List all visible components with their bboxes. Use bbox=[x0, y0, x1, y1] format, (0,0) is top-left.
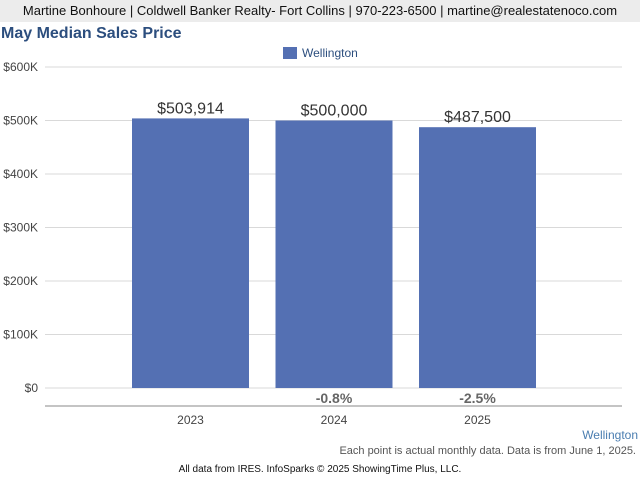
bar-value-label: $503,914 bbox=[157, 100, 224, 117]
footnote: Each point is actual monthly data. Data … bbox=[339, 445, 636, 457]
change-label: -2.5% bbox=[459, 390, 496, 406]
legend-swatch bbox=[283, 47, 297, 59]
contact-header: Martine Bonhoure | Coldwell Banker Realt… bbox=[0, 0, 640, 22]
location-label: Wellington bbox=[582, 428, 638, 442]
y-tick-label: $200K bbox=[3, 274, 38, 288]
bar-value-label: $487,500 bbox=[444, 109, 511, 126]
bar bbox=[419, 127, 536, 388]
y-tick-label: $300K bbox=[3, 221, 38, 235]
y-tick-label: $400K bbox=[3, 167, 38, 181]
bar bbox=[275, 120, 393, 388]
bar-value-label: $500,000 bbox=[301, 103, 368, 120]
chart-title: May Median Sales Price bbox=[1, 25, 182, 42]
x-tick-label: 2025 bbox=[464, 413, 491, 427]
y-tick-label: $0 bbox=[25, 381, 39, 395]
y-tick-label: $500K bbox=[3, 114, 38, 128]
copyright: All data from IRES. InfoSparks © 2025 Sh… bbox=[178, 464, 462, 475]
x-tick-label: 2024 bbox=[321, 413, 348, 427]
bar bbox=[132, 118, 249, 389]
legend-label: Wellington bbox=[302, 46, 358, 60]
y-tick-label: $600K bbox=[3, 60, 38, 74]
x-tick-label: 2023 bbox=[177, 413, 204, 427]
y-tick-label: $100K bbox=[3, 328, 38, 342]
legend: Wellington bbox=[283, 45, 358, 61]
change-label: -0.8% bbox=[316, 390, 353, 406]
